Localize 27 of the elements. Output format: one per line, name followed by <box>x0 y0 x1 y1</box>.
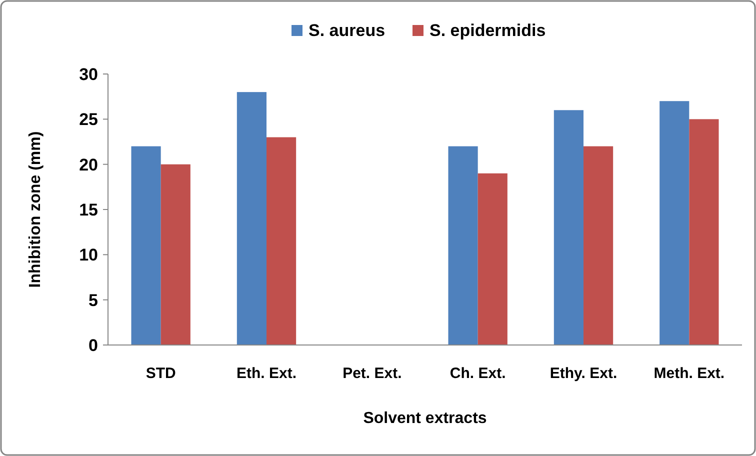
bar <box>554 110 584 345</box>
y-tick-label: 20 <box>79 155 98 174</box>
x-axis-title: Solvent extracts <box>363 410 487 427</box>
bar <box>660 101 690 345</box>
bar <box>266 137 296 345</box>
y-tick-label: 5 <box>88 290 98 310</box>
y-axis-title: Inhibition zone (mm) <box>27 131 44 288</box>
bar <box>448 146 478 345</box>
x-tick-label: Ch. Ext. <box>450 365 506 382</box>
x-tick-label: Pet. Ext. <box>342 365 402 382</box>
bar <box>236 92 266 345</box>
y-tick-label: 0 <box>88 336 98 355</box>
y-tick-label: 30 <box>79 64 98 84</box>
bar <box>689 119 719 345</box>
y-tick-label: 15 <box>79 200 98 220</box>
x-tick-label: Eth. Ext. <box>236 365 297 382</box>
bar <box>478 173 508 345</box>
x-tick-label: Meth. Ext. <box>654 365 725 382</box>
bar <box>160 164 190 345</box>
bar <box>584 146 614 345</box>
x-tick-label: Ethy. Ext. <box>550 365 618 382</box>
y-tick-label: 10 <box>79 246 98 265</box>
y-tick-label: 25 <box>79 110 98 130</box>
x-tick-label: STD <box>146 365 176 382</box>
legend-label: S. aureus <box>308 21 386 40</box>
legend-label: S. epidermidis <box>430 21 546 40</box>
bar <box>131 146 161 345</box>
